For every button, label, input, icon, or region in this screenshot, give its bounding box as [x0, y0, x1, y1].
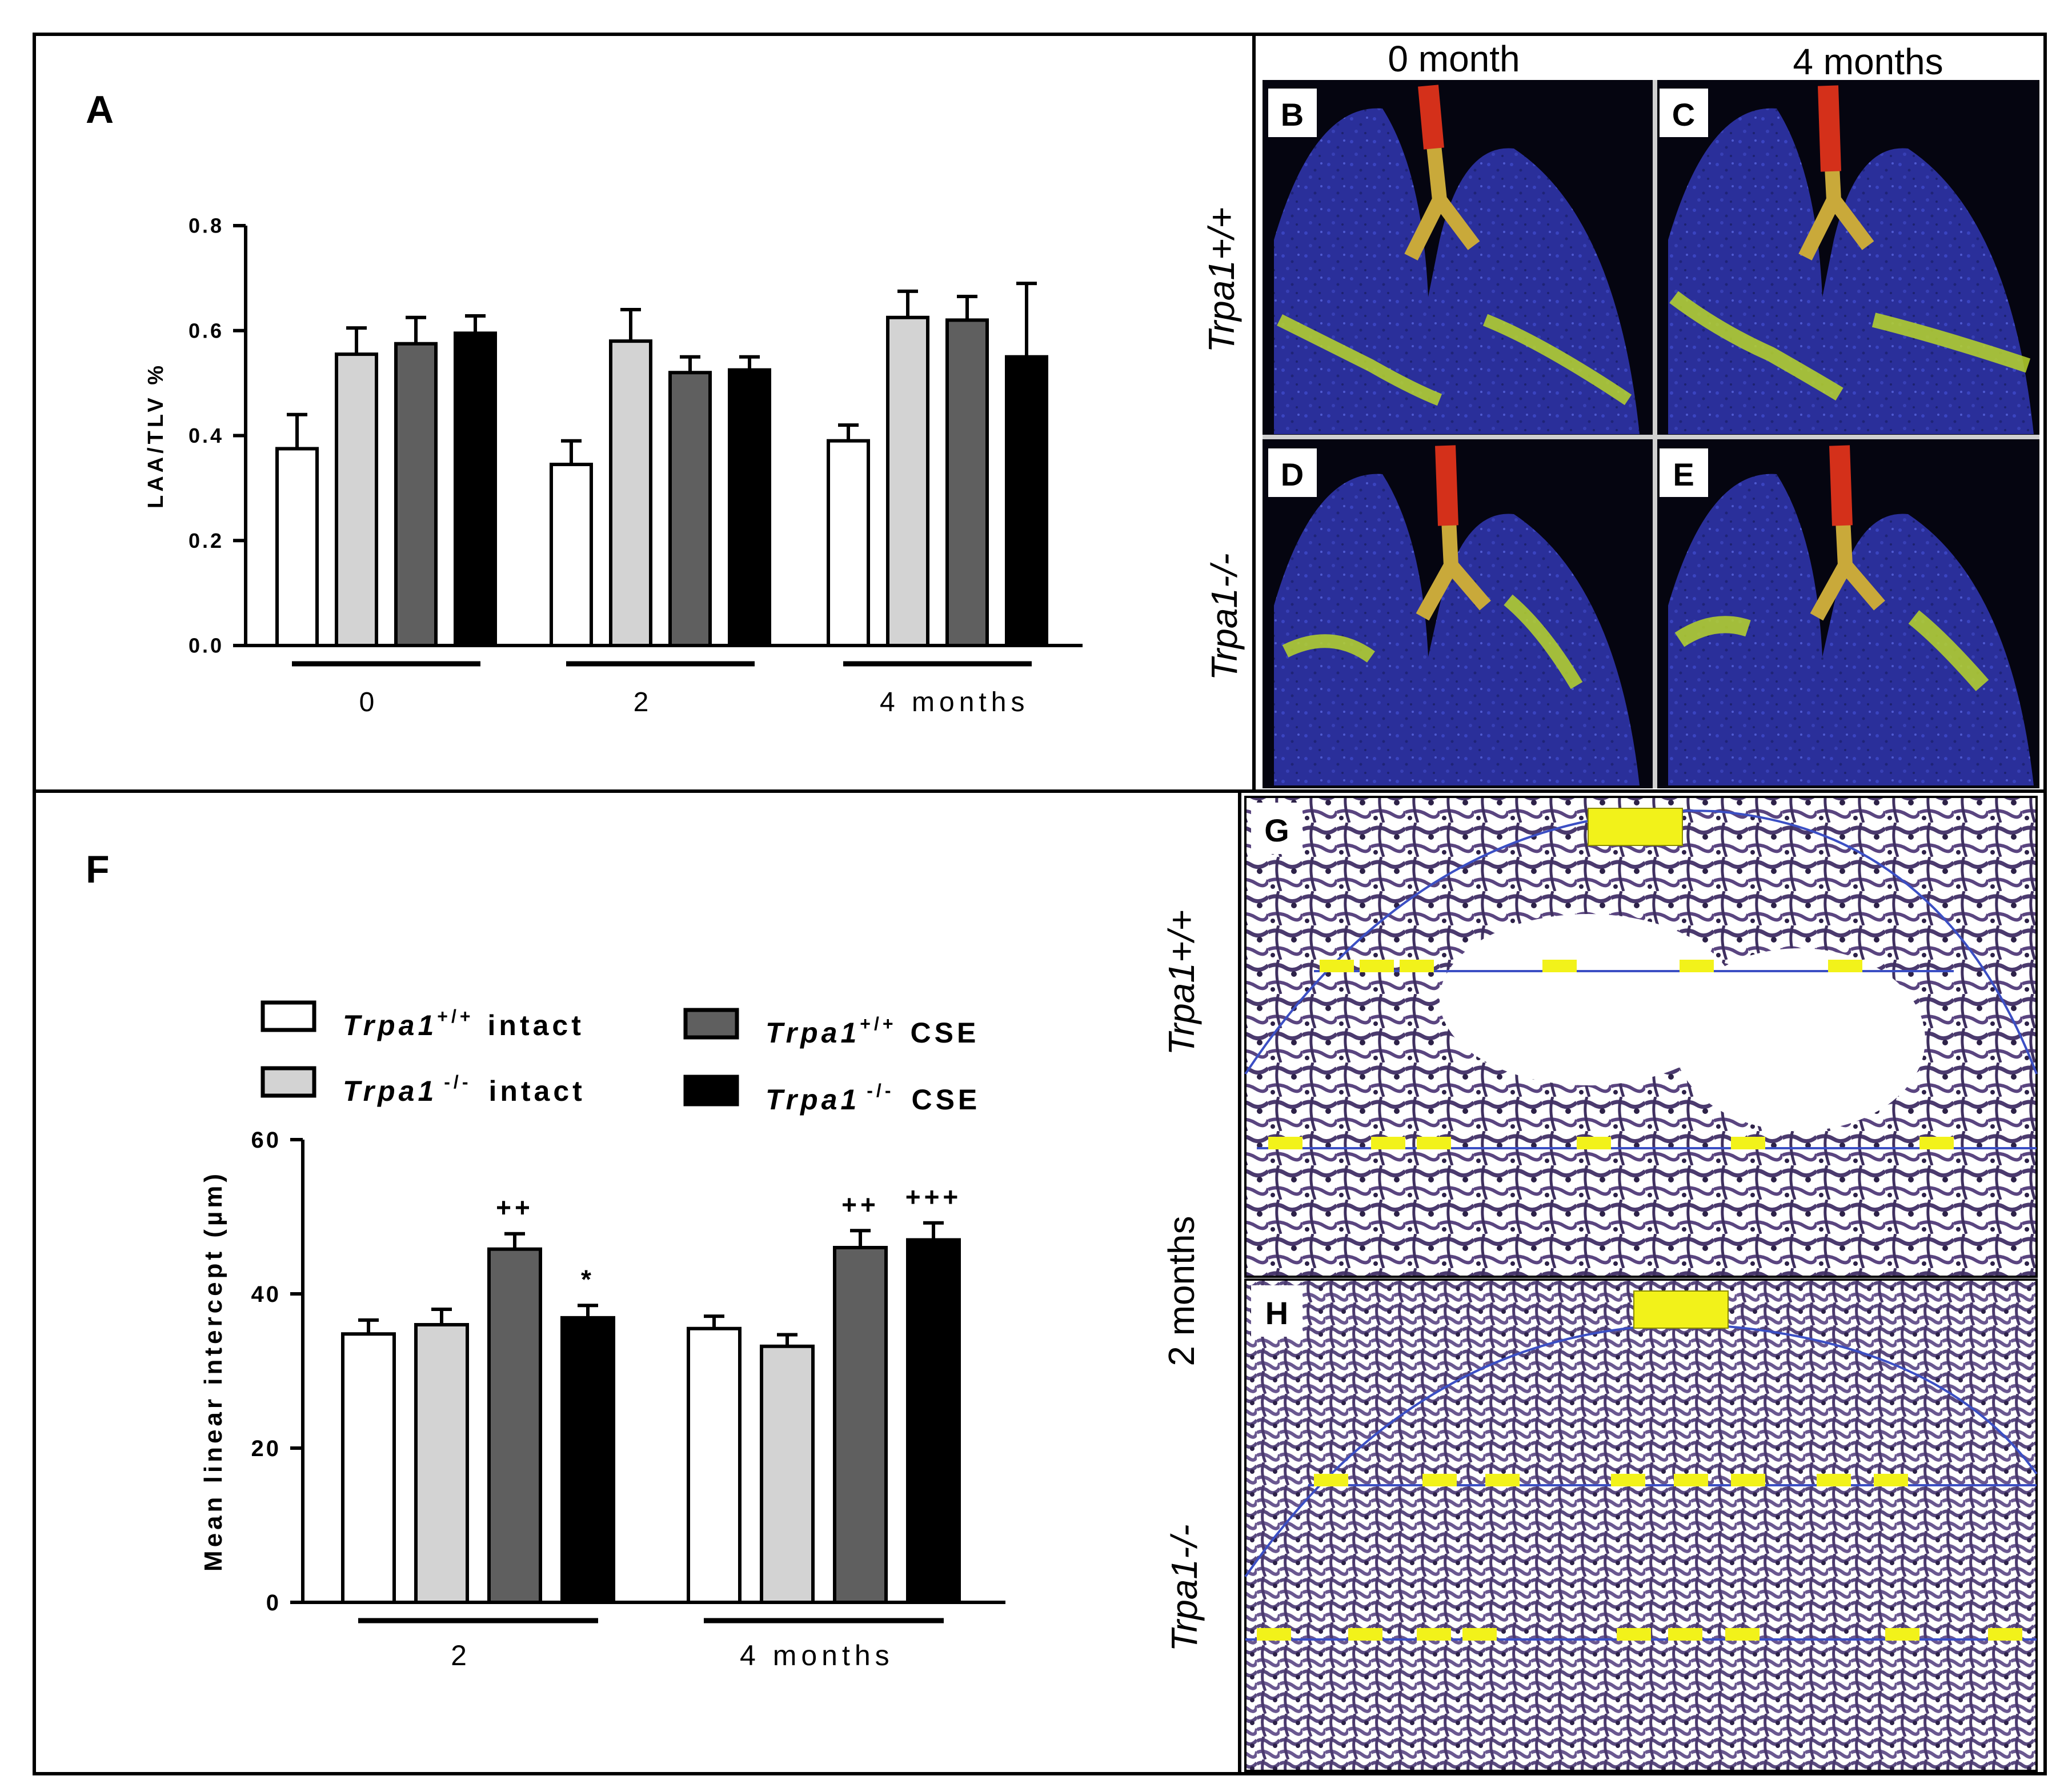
legend-item-ko-intact: Trpa1 -/- intact — [260, 1066, 586, 1107]
chart-f-significance-mark: ++ — [496, 1193, 534, 1222]
row-label-ct-wt: Trpa1+/+ — [1201, 207, 1242, 353]
chart-a-bar — [827, 439, 870, 647]
chart-a-category-label: 4 months — [880, 687, 1029, 717]
panel-label-f: F — [86, 848, 110, 891]
legend-base-ko-cse: Trpa1 — [766, 1084, 860, 1116]
panel-label-e: E — [1673, 456, 1694, 492]
ct-image-e: E — [1660, 445, 2034, 785]
chart-a-bar — [394, 342, 438, 647]
panel-label-d-box — [1268, 448, 1317, 497]
legend-base-wt-cse: Trpa1 — [766, 1017, 860, 1049]
chart-a-bar — [728, 368, 771, 647]
chart-a: 0.0 0.2 0.4 0.6 0.8 LAA/TLV % 0 2 4 months — [144, 214, 1083, 717]
chart-f-category-label: 4 months — [740, 1639, 894, 1671]
histology-image-h: H — [1244, 1278, 2038, 1772]
panel-label-g: G — [1264, 812, 1289, 848]
panel-label-b-box — [1268, 89, 1317, 137]
chart-f-y-tick-label: 0 — [266, 1590, 281, 1615]
legend-sup-wt-intact: +/+ — [437, 1006, 474, 1027]
svg-text:Trpa1-/-CSE: Trpa1 -/- CSE — [766, 1080, 980, 1116]
legend-sup-wt-cse: +/+ — [860, 1013, 896, 1034]
chart-a-bar — [454, 331, 497, 647]
chart-a-y-tick-label: 0.0 — [189, 634, 224, 658]
chart-f-y-axis-label: Mean linear intercept (µm) — [199, 1170, 227, 1571]
chart-f-category-label: 2 — [451, 1639, 471, 1671]
legend-swatch-ko-cse — [683, 1075, 739, 1107]
chart-a-bar — [1005, 355, 1048, 647]
legend-suffix-ko-intact: intact — [488, 1075, 585, 1107]
ct-grid: B C D E — [1263, 80, 2039, 788]
chart-f-significance-mark: * — [581, 1264, 595, 1294]
panel-label-a: A — [86, 88, 114, 131]
chart-f-significance-mark: ++ — [841, 1189, 879, 1219]
legend-item-wt-intact: Trpa1+/+ intact — [260, 1000, 584, 1041]
panel-label-d: D — [1281, 456, 1304, 492]
row-label-ct-ko: Trpa1-/- — [1204, 554, 1245, 681]
svg-text:Trpa1+/+intact: Trpa1+/+ intact — [343, 1006, 584, 1041]
chart-f-bar — [414, 1323, 469, 1604]
chart-f-bar — [760, 1344, 815, 1605]
panel-label-b: B — [1281, 97, 1304, 133]
panel-label-g-box — [1251, 803, 1302, 854]
chart-a-category-label: 2 — [634, 687, 654, 717]
chart-a-y-tick-label: 0.8 — [189, 214, 224, 238]
chart-a-y-axis-label: LAA/TLV % — [144, 362, 168, 508]
legend-item-ko-cse: Trpa1 -/- CSE — [683, 1075, 980, 1116]
chart-a-bar — [945, 318, 989, 647]
chart-a-bar — [550, 463, 593, 647]
chart-a-y-tick-label: 0.4 — [189, 424, 224, 447]
panel-label-c: C — [1672, 97, 1695, 133]
svg-text:Trpa1-/-intact: Trpa1 -/- intact — [343, 1072, 586, 1107]
legend-suffix-wt-cse: CSE — [911, 1017, 980, 1049]
chart-f-y-tick-label: 60 — [251, 1128, 282, 1153]
chart-f-y-tick-label: 20 — [251, 1436, 282, 1461]
row-label-histo-ko: Trpa1-/- — [1164, 1525, 1205, 1652]
legend-swatch-wt-cse — [683, 1008, 739, 1040]
panel-label-e-box — [1660, 448, 1708, 497]
chart-f-bar — [487, 1247, 542, 1604]
chart-a-y-tick-label: 0.6 — [189, 319, 224, 342]
panel-label-h-box — [1251, 1285, 1302, 1337]
column-header-0-month: 0 month — [1388, 38, 1520, 79]
panel-bottom-frame — [33, 789, 2047, 1775]
legend-swatch-wt-intact — [260, 1000, 316, 1032]
legend-sup-ko-intact: -/- — [444, 1072, 471, 1092]
chart-f-bar — [833, 1246, 888, 1604]
ct-image-d: D — [1268, 445, 1640, 785]
legend-sup-ko-cse: -/- — [867, 1080, 894, 1101]
row-label-histo-wt: Trpa1+/+ — [1161, 910, 1202, 1056]
svg-text:Trpa1+/+CSE: Trpa1+/+ CSE — [766, 1013, 979, 1049]
histology-image-g: G — [1244, 796, 2038, 1278]
chart-a-bar — [668, 371, 712, 647]
chart-f: 0 20 40 60 Mean linear intercept (µm) 2 4 mont… — [199, 1128, 1005, 1671]
chart-a-category-label: 0 — [359, 687, 379, 717]
chart-f-bar — [687, 1326, 742, 1604]
chart-a-bar — [609, 339, 652, 647]
legend-swatch-ko-intact — [260, 1066, 316, 1098]
chart-a-y-tick-label: 0.2 — [189, 529, 224, 552]
chart-f-y-tick-label: 40 — [251, 1282, 282, 1307]
legend-suffix-ko-cse: CSE — [911, 1084, 980, 1116]
chart-f-bar — [560, 1316, 615, 1605]
row-label-histo-mid: 2 months — [1161, 1216, 1202, 1366]
chart-f-bar — [906, 1238, 961, 1604]
chart-f-bar — [341, 1332, 396, 1604]
ct-image-b: B — [1268, 85, 1640, 435]
panel-label-c-box — [1660, 89, 1708, 137]
panel-label-h: H — [1265, 1295, 1288, 1331]
chart-a-bar — [335, 352, 378, 647]
chart-a-bar — [275, 447, 319, 647]
legend-item-wt-cse: Trpa1+/+ CSE — [683, 1008, 979, 1049]
legend: Trpa1+/+ intact Trpa1 -/- intact Trpa1+/+ CS… — [260, 1000, 980, 1116]
chart-f-significance-mark: +++ — [905, 1182, 962, 1212]
ct-image-c: C — [1660, 85, 2034, 435]
legend-base-ko-intact: Trpa1 — [343, 1075, 437, 1107]
legend-suffix-wt-intact: intact — [488, 1009, 584, 1041]
column-header-4-months: 4 months — [1793, 41, 1943, 82]
chart-a-bar — [886, 315, 929, 647]
legend-base-wt-intact: Trpa1 — [343, 1009, 437, 1041]
